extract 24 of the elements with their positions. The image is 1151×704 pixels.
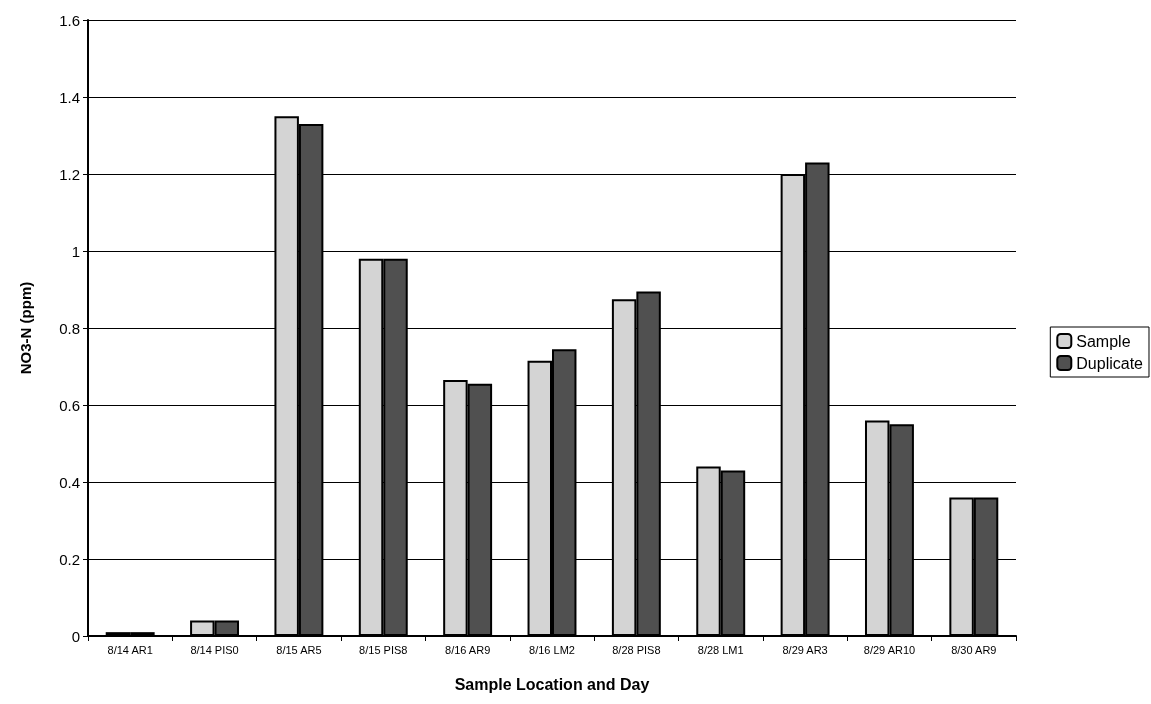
x-tick-label: 8/15 AR5 [276,643,322,656]
x-tick-label: 8/14 PIS0 [190,643,239,656]
x-tick-label: 8/30 AR9 [951,643,997,656]
y-tick-label: 1.6 [59,11,80,29]
x-tick-label: 8/29 AR10 [863,643,916,656]
x-tick-label: 8/28 PIS8 [612,643,661,656]
y-tick-label: 1 [71,242,80,260]
x-tick-label: 8/15 PIS8 [359,643,408,656]
y-tick-label: 0.2 [59,550,80,568]
legend-label: Duplicate [1076,354,1144,372]
x-axis-title: Sample Location and Day [454,675,650,693]
y-tick-label: 0.6 [59,396,80,414]
y-tick-label: 0.4 [59,473,80,491]
y-tick-label: 1.2 [59,165,80,183]
y-tick-label: 0 [71,627,80,645]
x-tick-label: 8/29 AR3 [782,643,828,656]
y-axis-title: NO3-N (ppm) [17,281,34,375]
y-tick-label: 1.4 [59,88,80,106]
x-tick-label: 8/28 LM1 [697,643,744,656]
x-tick-label: 8/16 LM2 [529,643,575,656]
legend-label: Sample [1076,332,1131,350]
y-tick-label: 0.8 [59,319,80,337]
x-tick-label: 8/14 AR1 [107,643,153,656]
x-tick-label: 8/16 AR9 [445,643,491,656]
